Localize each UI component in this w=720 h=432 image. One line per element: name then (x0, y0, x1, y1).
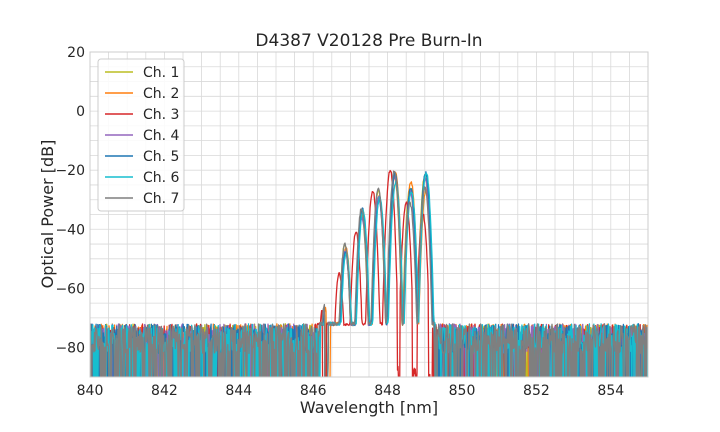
y-tick-label: 0 (76, 104, 85, 120)
plot-frame (89, 51, 649, 378)
x-tick-label: 840 (77, 383, 104, 399)
legend-label: Ch. 5 (143, 149, 179, 165)
x-tick-label: 852 (523, 383, 550, 399)
y-tick-label: 20 (67, 45, 85, 61)
x-tick-label: 854 (597, 383, 624, 399)
legend-label: Ch. 7 (143, 191, 179, 207)
legend-label: Ch. 3 (143, 107, 179, 123)
legend-box (97, 58, 185, 212)
legend: Ch. 1 Ch. 2 Ch. 3 Ch. 4 Ch. 5 Ch. 6 Ch. 7 (97, 58, 185, 212)
legend-label: Ch. 4 (143, 128, 180, 144)
x-tick-label: 846 (300, 383, 327, 399)
x-tick-label: 844 (225, 383, 252, 399)
tick-labels: 840 842 844 846 848 850 852 854 20 0 −20 −40 −60 −80 (55, 45, 624, 399)
y-tick-label: −40 (55, 222, 85, 238)
y-tick-label: −80 (55, 340, 85, 356)
chart-title: D4387 V20128 Pre Burn-In (255, 31, 482, 51)
x-tick-label: 842 (151, 383, 178, 399)
legend-label: Ch. 1 (143, 65, 179, 81)
y-axis-title: Optical Power [dB] (38, 140, 57, 289)
x-tick-label: 850 (449, 383, 476, 399)
y-tick-label: −60 (55, 281, 85, 297)
y-tick-label: −20 (55, 163, 85, 179)
legend-label: Ch. 2 (143, 86, 179, 102)
series-line-ch7 (90, 170, 648, 377)
legend-label: Ch. 6 (143, 170, 180, 186)
x-tick-label: 848 (374, 383, 401, 399)
series-lines (90, 169, 648, 377)
x-axis-title: Wavelength [nm] (300, 398, 438, 417)
